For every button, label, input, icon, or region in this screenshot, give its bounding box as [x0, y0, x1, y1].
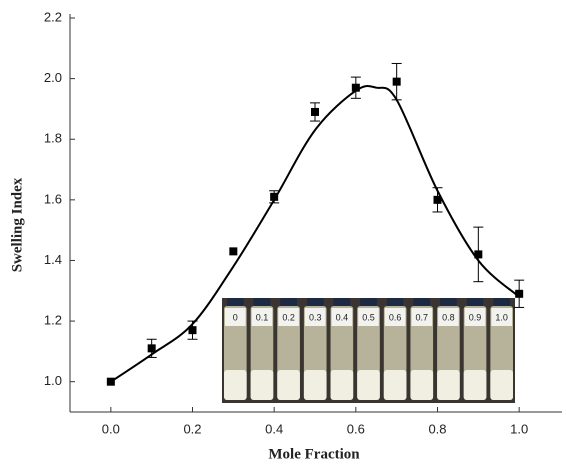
- vial-liquid: [383, 370, 407, 400]
- y-tick-label: 1.8: [44, 131, 62, 146]
- data-point: [106, 377, 115, 386]
- vial-cap: [413, 298, 431, 308]
- vial-label-text: 0.1: [256, 312, 269, 322]
- vial-label-text: 0.5: [362, 312, 375, 322]
- vial-liquid: [303, 370, 327, 400]
- y-tick-label: 1.6: [44, 191, 62, 206]
- vial-label-text: 0.9: [469, 312, 482, 322]
- y-tick-label: 2.2: [44, 9, 62, 24]
- vial-label: [358, 308, 379, 326]
- x-tick-label: 1.0: [510, 421, 528, 436]
- vial-label-text: 0.2: [282, 312, 295, 322]
- vial-cap: [466, 298, 484, 308]
- vial-label: [411, 308, 433, 326]
- vial-liquid: [224, 370, 247, 400]
- vial-cap: [280, 298, 297, 308]
- x-tick-label: 0.6: [347, 421, 365, 436]
- vial-liquid: [357, 370, 380, 400]
- data-point: [270, 192, 279, 201]
- vial-cap: [440, 298, 457, 308]
- vial-label: [278, 308, 299, 326]
- vial-label-text: 0.4: [336, 312, 349, 322]
- x-tick-label: 0.4: [265, 421, 283, 436]
- vial-cap: [360, 298, 377, 308]
- data-point: [147, 344, 156, 353]
- y-axis-title: Swelling Index: [9, 177, 25, 272]
- vial-cap: [493, 298, 510, 308]
- vial-label: [304, 308, 326, 326]
- vial-liquid: [490, 370, 513, 400]
- x-tick-label: 0.0: [102, 421, 120, 436]
- vial-label: [438, 308, 459, 326]
- data-point: [392, 77, 401, 86]
- x-axis-title: Mole Fraction: [268, 446, 360, 462]
- vial-label-text: 0.3: [309, 312, 322, 322]
- y-tick-label: 1.0: [44, 373, 62, 388]
- vial-label-text: 0.8: [442, 312, 455, 322]
- y-tick-label: 1.4: [44, 252, 62, 267]
- vial-liquid: [463, 370, 487, 400]
- x-tick-label: 0.8: [428, 421, 446, 436]
- data-point: [188, 326, 197, 335]
- vial-liquid: [410, 370, 434, 400]
- vial-cap: [333, 298, 351, 308]
- vial-label: [251, 308, 273, 326]
- vial-cap: [227, 298, 244, 308]
- data-point: [229, 247, 238, 256]
- vial-liquid: [250, 370, 274, 400]
- vial-liquid: [277, 370, 300, 400]
- vial-label: [225, 308, 246, 326]
- vial-label: [464, 308, 486, 326]
- data-point: [474, 250, 483, 259]
- vial-label-text: 0.7: [416, 312, 429, 322]
- data-point: [351, 83, 360, 92]
- vial-cap: [386, 298, 404, 308]
- vial-cap: [253, 298, 271, 308]
- vial-label: [384, 308, 406, 326]
- data-point: [433, 195, 442, 204]
- vial-label: [491, 308, 512, 326]
- vial-cap: [306, 298, 324, 308]
- vial-liquid: [437, 370, 460, 400]
- x-tick-label: 0.2: [183, 421, 201, 436]
- inset-photo: 0 0.1 0.2 0.3 0.4 0.5 0.6 0.7 0.8 0.9 1.0: [222, 298, 515, 403]
- vial-liquid: [330, 370, 354, 400]
- vial-label-text: 0: [233, 312, 238, 322]
- vial-label-text: 0.6: [389, 312, 402, 322]
- data-point: [311, 107, 319, 116]
- y-tick-label: 1.2: [44, 313, 62, 328]
- y-tick-label: 2.0: [44, 70, 62, 85]
- data-point: [515, 289, 524, 298]
- vial-label-text: 1.0: [495, 312, 508, 322]
- vial-label: [331, 308, 353, 326]
